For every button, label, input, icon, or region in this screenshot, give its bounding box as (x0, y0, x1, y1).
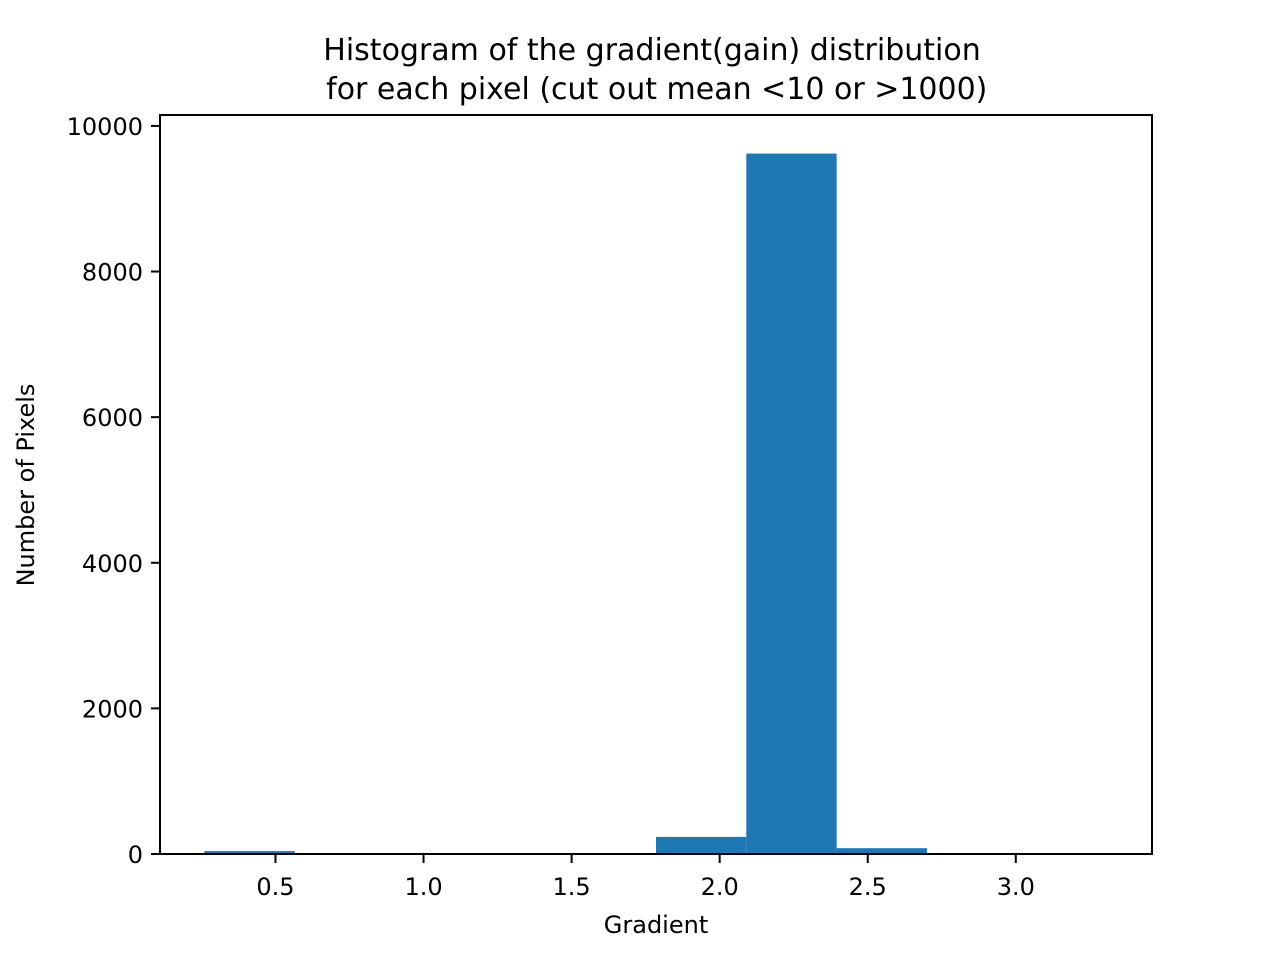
x-tick-label: 1.0 (404, 873, 442, 901)
plot-frame (159, 114, 1153, 855)
histogram-bar-7 (836, 848, 927, 854)
x-axis-ticks: 0.5 1.0 1.5 2.0 2.5 3.0 (256, 854, 1035, 901)
x-tick-label: 2.0 (701, 873, 739, 901)
y-tick-label: 0 (128, 841, 143, 869)
y-tick-label: 4000 (82, 550, 143, 578)
chart-title-line-1: Histogram of the gradient(gain) distribu… (323, 33, 980, 68)
y-tick-label: 8000 (82, 259, 143, 287)
x-tick-label: 2.5 (849, 873, 887, 901)
x-tick-label: 3.0 (997, 873, 1035, 901)
x-tick-label: 1.5 (553, 873, 591, 901)
x-axis-label: Gradient (604, 911, 708, 939)
histogram-bar-0 (204, 851, 295, 854)
y-axis-ticks: 0 2000 4000 6000 8000 10000 (67, 113, 160, 869)
histogram-bar-5 (656, 836, 747, 854)
y-tick-label: 6000 (82, 404, 143, 432)
y-tick-label: 2000 (82, 695, 143, 723)
x-tick-label: 0.5 (256, 873, 294, 901)
histogram-bars (204, 153, 927, 855)
chart-title: Histogram of the gradient(gain) distribu… (317, 33, 988, 107)
histogram-bar-6 (746, 153, 837, 855)
y-axis-label: Number of Pixels (12, 384, 40, 587)
y-tick-label: 10000 (67, 113, 143, 141)
chart-title-line-2: for each pixel (cut out mean <10 or >100… (317, 72, 988, 107)
